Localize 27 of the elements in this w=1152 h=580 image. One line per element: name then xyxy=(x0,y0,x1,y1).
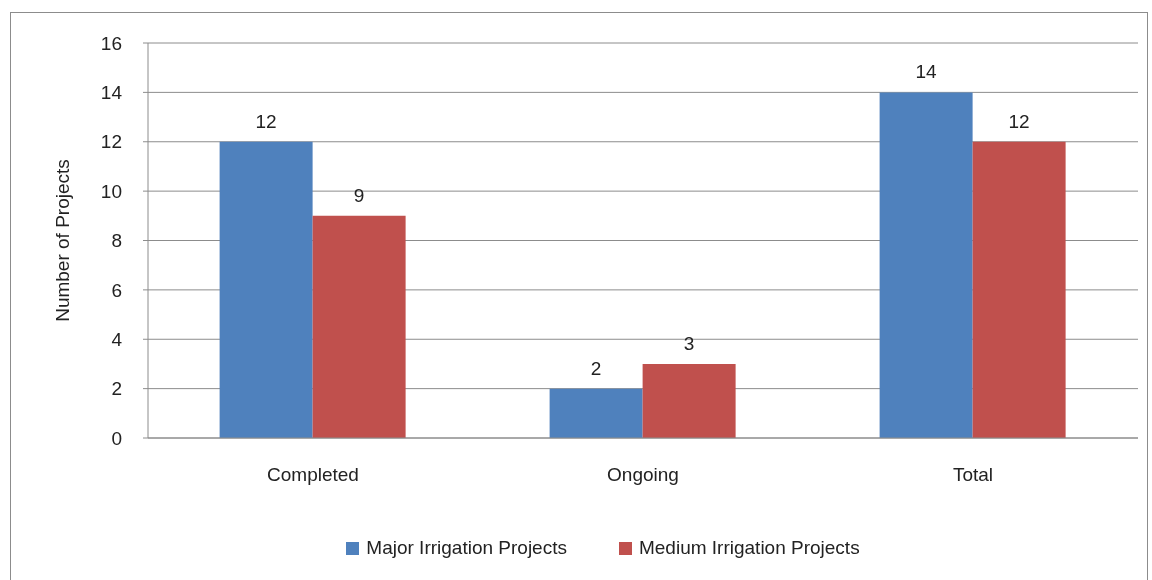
y-tick-label: 6 xyxy=(111,279,122,301)
data-label: 2 xyxy=(590,357,602,379)
y-tick-label: 0 xyxy=(111,427,122,449)
bar xyxy=(312,215,406,438)
data-label: 3 xyxy=(683,332,695,354)
y-tick-label: 16 xyxy=(100,32,122,54)
y-tick-label: 2 xyxy=(111,378,122,400)
x-tick-label: Total xyxy=(952,464,994,486)
bar xyxy=(642,363,736,438)
legend-label: Medium Irrigation Projects xyxy=(638,537,860,559)
y-tick-label: 4 xyxy=(111,328,123,350)
x-tick-label: Completed xyxy=(267,464,359,486)
data-label: 12 xyxy=(1008,110,1030,132)
legend-label: Major Irrigation Projects xyxy=(366,537,567,559)
bar xyxy=(879,92,973,438)
data-label: 12 xyxy=(255,110,277,132)
bar xyxy=(549,388,643,438)
data-label: 9 xyxy=(353,184,365,206)
y-tick-label: 12 xyxy=(100,131,122,153)
y-axis-title: Number of Projects xyxy=(51,159,73,322)
bar xyxy=(219,141,313,438)
y-tick-label: 14 xyxy=(100,82,123,104)
y-tick-label: 8 xyxy=(111,230,122,252)
data-label: 14 xyxy=(915,61,938,83)
bar xyxy=(972,141,1066,438)
y-tick-label: 10 xyxy=(100,180,122,202)
x-tick-label: Ongoing xyxy=(607,464,679,486)
